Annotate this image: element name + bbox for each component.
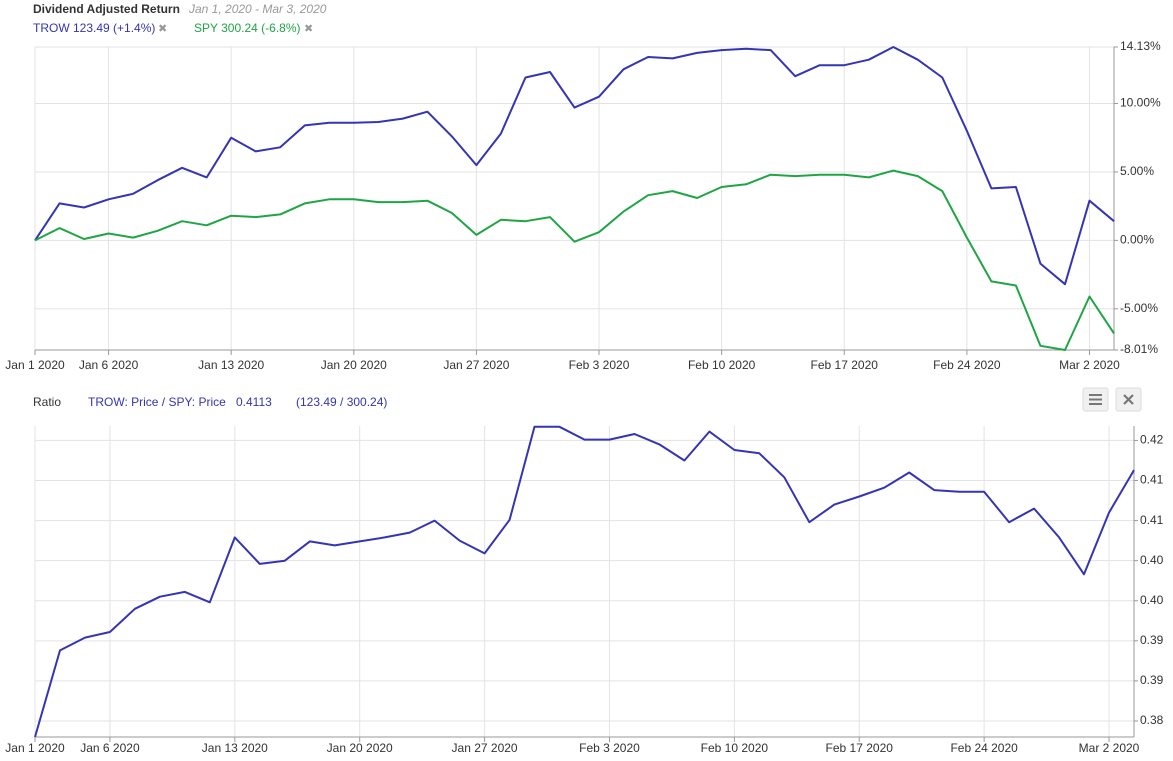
x-tick-label: Jan 6 2020	[79, 358, 139, 372]
y-tick-label: 5.00%	[1120, 164, 1154, 178]
x-tick-label: Jan 1 2020	[5, 358, 65, 372]
x-tick-label: Jan 27 2020	[443, 358, 509, 372]
x-tick-label: Jan 13 2020	[198, 358, 264, 372]
y-tick-label: 0.40	[1140, 553, 1164, 567]
x-tick-label: Jan 27 2020	[452, 741, 518, 755]
annotation: (123.49 / 300.24)	[296, 395, 387, 409]
x-tick-label: Jan 6 2020	[80, 741, 140, 755]
y-tick-label: 0.00%	[1120, 233, 1154, 247]
x-tick-label: Mar 2 2020	[1079, 741, 1140, 755]
chart-title: Ratio	[33, 395, 61, 409]
y-tick-label: 0.41	[1140, 513, 1164, 527]
y-tick-label: 0.39	[1140, 633, 1164, 647]
legend-entry: TROW: Price / SPY: Price	[88, 395, 226, 409]
x-tick-label: Mar 2 2020	[1059, 358, 1120, 372]
remove-icon[interactable]: ✖	[304, 23, 313, 35]
menu-button[interactable]	[1082, 387, 1109, 412]
y-tick-label: 0.39	[1140, 673, 1164, 687]
annotation: 0.4113	[236, 395, 272, 409]
x-tick-label: Feb 24 2020	[933, 358, 1001, 372]
legend-entry: SPY 300.24 (-6.8%)	[194, 21, 301, 35]
x-tick-label: Jan 13 2020	[202, 741, 268, 755]
x-tick-label: Feb 24 2020	[950, 741, 1018, 755]
x-tick-label: Feb 10 2020	[701, 741, 769, 755]
y-tick-label: 0.42	[1140, 433, 1164, 447]
series-line	[34, 425, 1135, 738]
series-line	[34, 46, 1115, 286]
x-tick-label: Feb 3 2020	[579, 741, 640, 755]
close-button[interactable]	[1115, 387, 1142, 412]
chart-subtitle: Jan 1, 2020 - Mar 3, 2020	[188, 2, 327, 16]
x-tick-label: Feb 3 2020	[569, 358, 630, 372]
close-icon	[1123, 394, 1134, 405]
y-tick-label: 10.00%	[1120, 96, 1161, 110]
legend-entry: TROW 123.49 (+1.4%)	[33, 21, 155, 35]
y-tick-label: 0.40	[1140, 593, 1164, 607]
x-tick-label: Feb 17 2020	[811, 358, 879, 372]
menu-icon	[1089, 394, 1102, 405]
y-tick-label: 0.38	[1140, 713, 1164, 727]
series-line	[34, 169, 1115, 351]
x-tick-label: Feb 17 2020	[826, 741, 894, 755]
y-tick-label: 14.13%	[1120, 39, 1161, 53]
y-tick-label: -8.01%	[1120, 342, 1158, 356]
x-tick-label: Feb 10 2020	[688, 358, 756, 372]
x-tick-label: Jan 20 2020	[321, 358, 387, 372]
x-tick-label: Jan 20 2020	[327, 741, 393, 755]
x-tick-label: Jan 1 2020	[5, 741, 65, 755]
y-tick-label: 0.41	[1140, 473, 1164, 487]
y-tick-label: -5.00%	[1120, 301, 1158, 315]
chart-title: Dividend Adjusted Return	[33, 2, 180, 16]
remove-icon[interactable]: ✖	[158, 23, 167, 35]
